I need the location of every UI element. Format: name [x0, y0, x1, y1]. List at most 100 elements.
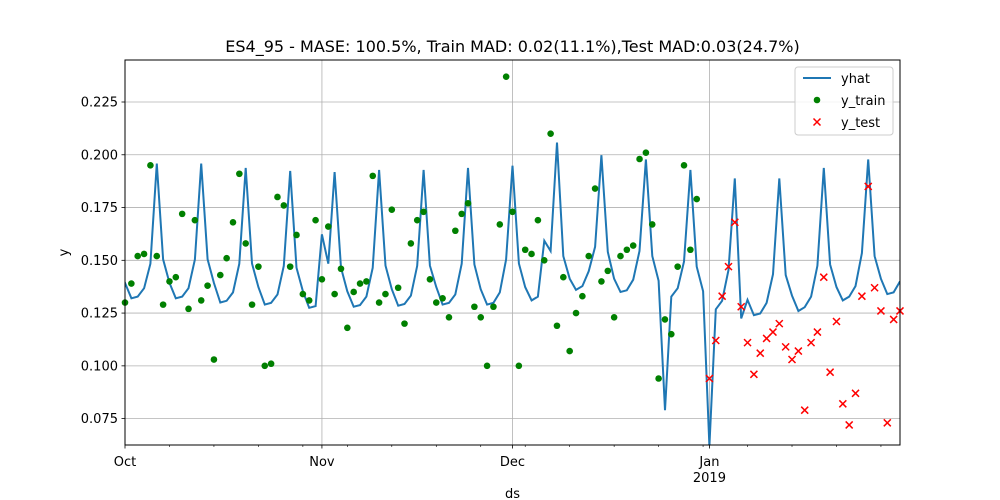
- y-train-point: [642, 149, 650, 156]
- y-test-point: [889, 315, 898, 324]
- legend-box: [794, 66, 894, 136]
- y-tick-label: 0.125: [81, 307, 118, 322]
- yhat-line: [125, 142, 900, 445]
- y-train-point: [147, 162, 154, 169]
- y-test-point: [883, 418, 892, 427]
- y-train-point: [375, 299, 383, 306]
- y-train-point: [159, 301, 167, 308]
- y-train-point: [553, 322, 561, 330]
- y-train-point: [153, 252, 161, 260]
- y-train-point: [242, 240, 249, 247]
- y-train-point: [540, 257, 548, 264]
- y-train-point: [134, 252, 142, 260]
- y-train-point: [407, 240, 415, 247]
- y-test-point: [870, 283, 879, 292]
- chart-title: ES4_95 - MASE: 100.5%, Train MAD: 0.02(1…: [225, 37, 799, 57]
- y-train-point: [382, 290, 389, 298]
- y-test-point: [756, 349, 765, 358]
- y-train-point: [655, 375, 662, 382]
- y-test-point: [832, 317, 841, 326]
- y-test-point: [794, 347, 803, 356]
- y-train-point: [623, 246, 631, 254]
- y-test-point: [768, 328, 777, 337]
- y-train-point: [648, 221, 656, 228]
- y-train-point: [312, 216, 319, 224]
- y-test-point: [724, 262, 733, 271]
- x-tick-label: Nov: [309, 455, 335, 470]
- y-train-point: [464, 200, 472, 207]
- y-train-point: [668, 330, 675, 338]
- y-train-point: [350, 288, 357, 296]
- y-test-point: [819, 273, 828, 282]
- y-test-point: [781, 342, 790, 351]
- y-train-point: [490, 303, 497, 311]
- y-train-point: [693, 195, 701, 203]
- y-train-point: [286, 263, 294, 270]
- y-test-point: [876, 306, 885, 315]
- y-test-point: [705, 374, 714, 383]
- y-train-point: [166, 278, 173, 285]
- y-train-point: [261, 362, 269, 370]
- y-test-point: [711, 336, 720, 345]
- y-tick-label: 0.075: [81, 412, 118, 427]
- x-tick-label: Oct: [114, 455, 136, 470]
- x-tick-label: Dec: [500, 455, 525, 470]
- y-test-point: [762, 334, 771, 343]
- y-train-point: [280, 202, 288, 209]
- y-train-point: [661, 316, 669, 323]
- y-train-point: [598, 278, 605, 285]
- y-tick-label: 0.200: [81, 148, 118, 163]
- legend-yhat-label: yhat: [841, 72, 870, 87]
- y-tick-label: 0.150: [81, 254, 118, 269]
- legend-y-train-swatch: [813, 96, 821, 104]
- y-train-point: [274, 193, 281, 201]
- y-train-point: [356, 280, 364, 287]
- y-axis-label: y: [57, 248, 72, 256]
- y-train-point: [560, 273, 567, 281]
- y-train-point: [248, 301, 256, 308]
- y-train-point: [445, 313, 453, 321]
- y-train-point: [172, 273, 180, 281]
- y-train-point: [534, 216, 542, 224]
- y-tick-label: 0.100: [81, 359, 118, 374]
- plot-data: [121, 73, 905, 445]
- y-tick-label: 0.175: [81, 201, 118, 216]
- x-tick-label: Jan: [698, 455, 719, 470]
- legend: yhat y_train y_test: [794, 66, 894, 136]
- y-train-point: [229, 219, 237, 226]
- y-train-point: [528, 250, 535, 258]
- y-train-point: [324, 223, 332, 230]
- y-train-point: [331, 290, 338, 298]
- y-train-point: [299, 290, 307, 298]
- y-train-point: [223, 254, 230, 262]
- y-train-point: [610, 313, 618, 321]
- y-train-point: [216, 271, 224, 279]
- y-test-point: [800, 406, 809, 415]
- y-train-point: [579, 292, 586, 300]
- y-train-point: [509, 208, 516, 216]
- x-tick-sublabel: 2019: [693, 471, 726, 486]
- y-train-point: [585, 252, 593, 260]
- y-test-point: [813, 328, 822, 337]
- y-train-point: [394, 284, 402, 292]
- y-train-point: [128, 280, 135, 287]
- y-train-point: [458, 210, 465, 218]
- y-test-point: [826, 368, 835, 377]
- y-test-point: [807, 338, 816, 347]
- y-train-point: [191, 216, 199, 224]
- y-train-point: [452, 227, 459, 235]
- y-train-point: [521, 246, 529, 254]
- y-train-point: [401, 320, 408, 327]
- legend-y-test-label: y_test: [841, 116, 880, 131]
- y-train-point: [439, 295, 446, 302]
- legend-y-train-label: y_train: [841, 94, 885, 109]
- y-test-point: [857, 292, 866, 301]
- y-train-point: [413, 216, 421, 224]
- y-train-point: [471, 303, 478, 311]
- y-train-point: [337, 265, 345, 273]
- y-test-point: [787, 355, 797, 364]
- y-tick-label: 0.225: [81, 96, 118, 111]
- y-train-point: [566, 347, 573, 355]
- y-test-point: [775, 319, 784, 328]
